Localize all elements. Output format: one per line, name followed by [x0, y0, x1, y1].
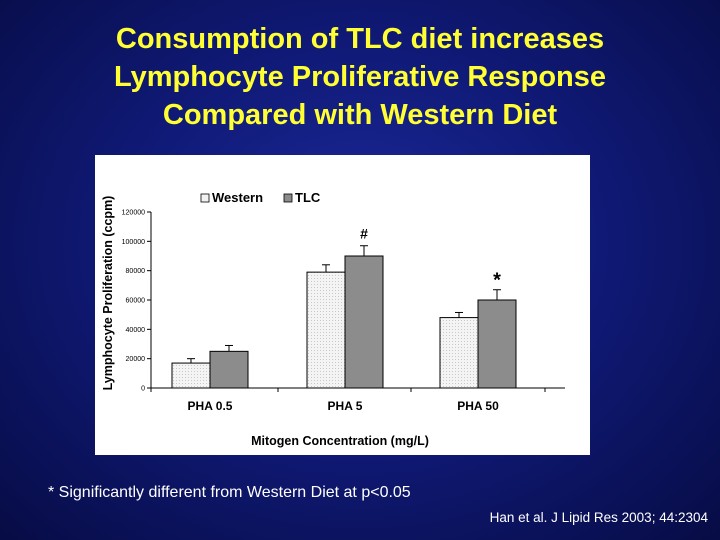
legend-label-western: Western [212, 190, 263, 205]
x-tick-label: PHA 50 [457, 399, 499, 413]
y-tick-label: 100000 [122, 239, 145, 246]
y-tick-label: 80000 [126, 268, 146, 275]
chart-panel: Lymphocyte Proliferation (ccpm) Mitogen … [95, 155, 590, 455]
y-tick-label: 40000 [126, 327, 146, 334]
title-line-1: Consumption of TLC diet increases [115, 23, 605, 55]
bar-western-pha-5 [306, 271, 346, 389]
x-tick-label: PHA 5 [328, 399, 363, 413]
y-tick-label: 20000 [126, 356, 146, 363]
bar-tlc-pha-50 [477, 299, 517, 389]
slide-title: Consumption of TLC diet increases Lympho… [0, 20, 720, 134]
legend-swatch-western [200, 193, 210, 203]
citation: Han et al. J Lipid Res 2003; 44:2304 [489, 510, 708, 525]
significance-marker: * [493, 270, 501, 292]
bar-western-pha-50 [439, 317, 479, 389]
bar-tlc-pha-5 [344, 255, 384, 389]
bar-western-pha-0-5 [171, 362, 211, 389]
y-tick-label: 0 [141, 386, 145, 393]
x-axis-label: Mitogen Concentration (mg/L) [251, 434, 429, 448]
y-tick-label: 120000 [122, 210, 145, 217]
title-line-3: Compared with Western Diet [162, 99, 558, 131]
significance-footnote: * Significantly different from Western D… [48, 484, 411, 501]
y-tick-label: 60000 [126, 298, 146, 305]
y-axis-label: Lymphocyte Proliferation (ccpm) [101, 196, 115, 391]
x-tick-label: PHA 0.5 [188, 399, 233, 413]
title-line-2: Lymphocyte Proliferative Response [113, 61, 607, 93]
legend: Western TLC [200, 190, 321, 205]
significance-marker: # [360, 226, 368, 242]
legend-swatch-tlc [283, 193, 293, 203]
legend-label-tlc: TLC [295, 190, 321, 205]
bar-chart: Lymphocyte Proliferation (ccpm) Mitogen … [101, 190, 565, 448]
bar-tlc-pha-0-5 [209, 350, 249, 389]
